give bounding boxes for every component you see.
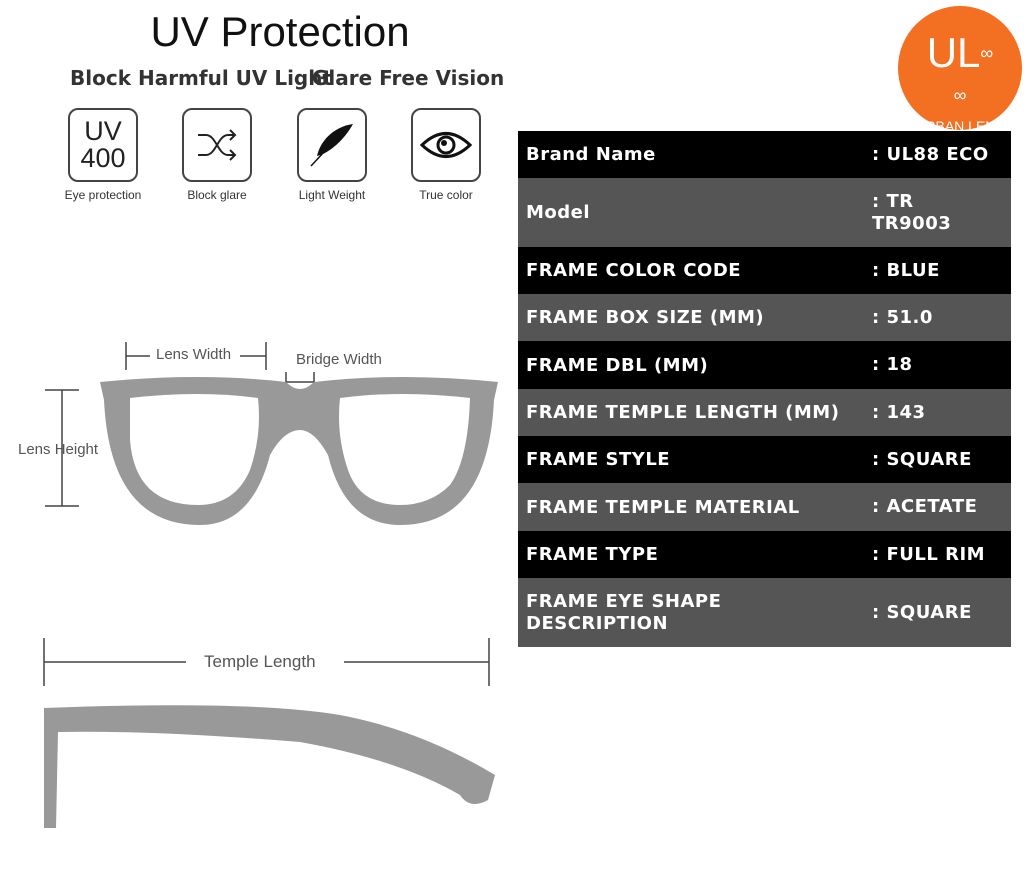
uv400-icon: UV 400 (68, 108, 138, 182)
eye-icon (411, 108, 481, 182)
spec-table: Brand Name: UL88 ECO Model: TR TR9003 FR… (518, 131, 1011, 647)
urban-lens-logo: UL∞ ∞ URBAN LENS (898, 6, 1022, 134)
spec-row: FRAME COLOR CODE: BLUE (518, 247, 1011, 294)
feature-block-glare: Block glare (167, 108, 267, 202)
spec-row: FRAME TEMPLE LENGTH (MM): 143 (518, 389, 1011, 436)
glasses-diagram (43, 342, 498, 828)
lens-height-label: Lens Height (18, 441, 99, 458)
spec-row: Model: TR TR9003 (518, 178, 1011, 247)
subtitle-glare: Glare Free Vision (312, 66, 505, 90)
subtitle-uv: Block Harmful UV Light (70, 66, 333, 90)
spec-row: FRAME EYE SHAPE DESCRIPTION: SQUARE (518, 578, 1011, 647)
spec-row: FRAME DBL (MM): 18 (518, 341, 1011, 389)
lens-width-label: Lens Width (156, 346, 232, 363)
page-title: UV Protection (150, 8, 410, 55)
spec-row: FRAME TYPE: FULL RIM (518, 531, 1011, 578)
feature-caption: Light Weight (298, 188, 366, 202)
feature-true-color: True color (396, 108, 496, 202)
spec-row: FRAME BOX SIZE (MM): 51.0 (518, 294, 1011, 341)
temple-length-label: Temple Length (204, 652, 316, 671)
feature-caption: Eye protection (64, 188, 142, 202)
feature-caption: True color (419, 188, 473, 202)
feature-eye-protection: UV 400 Eye protection (53, 108, 153, 202)
spec-row: FRAME TEMPLE MATERIAL: ACETATE (518, 483, 1011, 531)
shuffle-arrows-icon (182, 108, 252, 182)
spec-row: FRAME STYLE: SQUARE (518, 436, 1011, 483)
feather-icon (297, 108, 367, 182)
feature-light-weight: Light Weight (282, 108, 382, 202)
feature-caption: Block glare (187, 188, 247, 202)
spec-row: Brand Name: UL88 ECO (518, 131, 1011, 178)
bridge-width-label: Bridge Width (296, 351, 382, 368)
